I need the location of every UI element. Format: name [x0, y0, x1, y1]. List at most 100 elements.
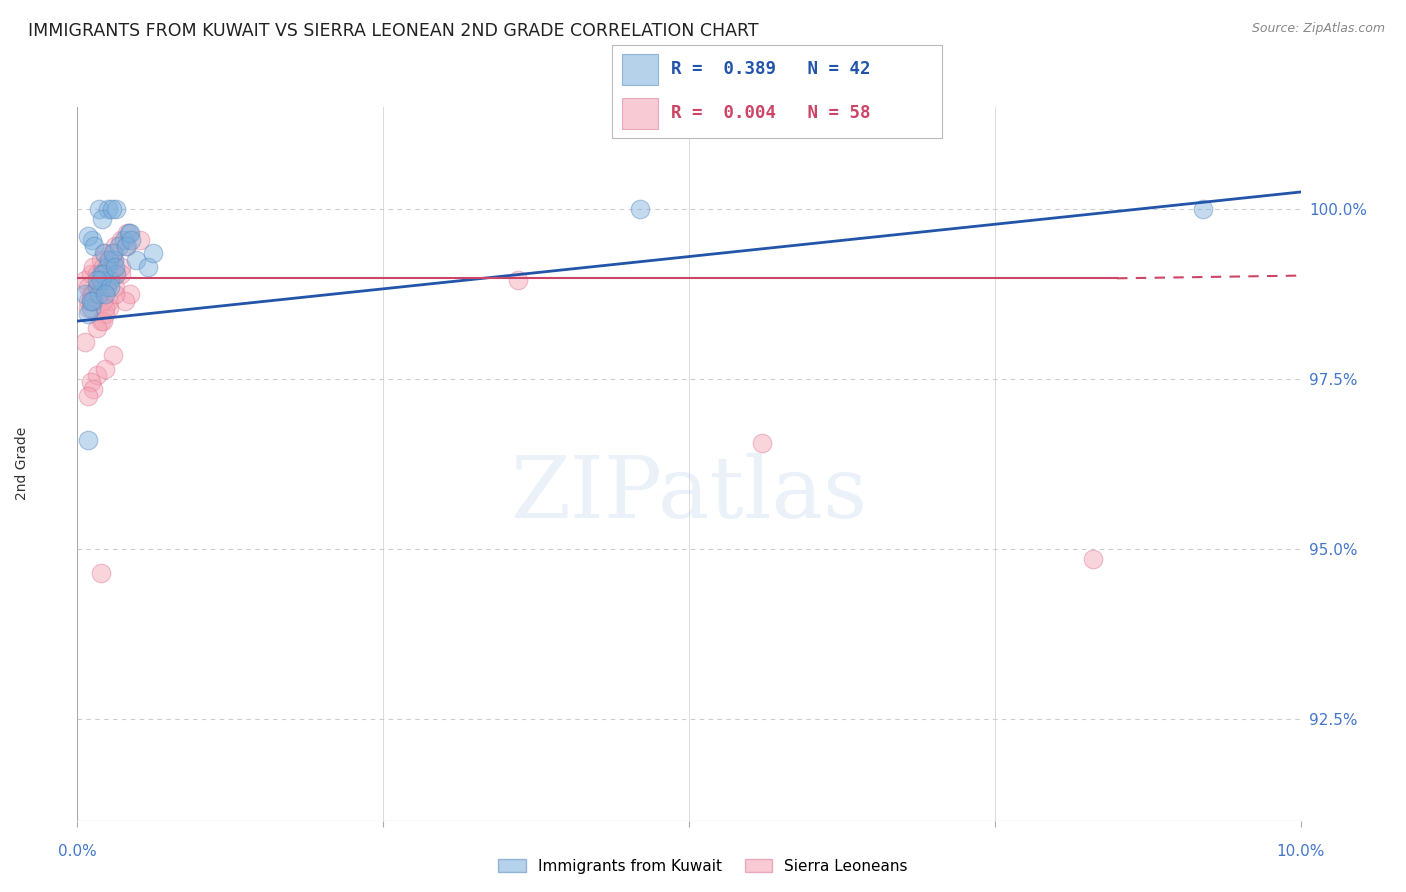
- Point: [77, 301, 100, 315]
- Legend: Immigrants from Kuwait, Sierra Leoneans: Immigrants from Kuwait, Sierra Leoneans: [492, 853, 914, 880]
- Point: [93, 246, 115, 260]
- Point: [91, 260, 114, 274]
- Point: [120, 233, 142, 247]
- Point: [98, 273, 121, 287]
- Point: [101, 246, 124, 260]
- Point: [104, 267, 127, 281]
- Point: [89, 202, 111, 216]
- Point: [125, 252, 148, 267]
- Point: [101, 260, 124, 274]
- Text: 0.0%: 0.0%: [58, 845, 97, 859]
- Point: [118, 226, 141, 240]
- Point: [94, 280, 117, 294]
- Point: [91, 314, 114, 328]
- Text: 2nd Grade: 2nd Grade: [15, 427, 30, 500]
- Point: [91, 267, 114, 281]
- Text: R =  0.389   N = 42: R = 0.389 N = 42: [671, 61, 870, 78]
- Point: [103, 252, 125, 267]
- Point: [104, 280, 127, 294]
- Point: [77, 293, 100, 308]
- Point: [96, 280, 118, 294]
- Point: [80, 233, 103, 247]
- Point: [96, 260, 118, 274]
- Point: [136, 260, 159, 274]
- Point: [77, 389, 100, 403]
- Point: [83, 239, 105, 253]
- Point: [128, 233, 150, 247]
- Point: [91, 280, 114, 294]
- Point: [80, 293, 103, 308]
- Point: [90, 273, 112, 287]
- Point: [97, 202, 120, 216]
- Point: [82, 287, 104, 301]
- Point: [112, 233, 135, 247]
- Text: 10.0%: 10.0%: [1277, 845, 1324, 859]
- Text: R =  0.004   N = 58: R = 0.004 N = 58: [671, 104, 870, 122]
- Point: [98, 252, 121, 267]
- Point: [142, 246, 165, 260]
- Point: [82, 293, 104, 308]
- Point: [94, 301, 117, 315]
- Text: IMMIGRANTS FROM KUWAIT VS SIERRA LEONEAN 2ND GRADE CORRELATION CHART: IMMIGRANTS FROM KUWAIT VS SIERRA LEONEAN…: [28, 22, 759, 40]
- Point: [90, 267, 112, 281]
- Point: [77, 229, 100, 244]
- Point: [82, 382, 104, 396]
- Point: [105, 202, 128, 216]
- Point: [82, 287, 104, 301]
- Point: [77, 307, 100, 321]
- Point: [91, 293, 114, 308]
- Point: [86, 267, 108, 281]
- Point: [98, 293, 121, 308]
- Point: [91, 267, 114, 281]
- Point: [94, 246, 117, 260]
- Point: [104, 287, 127, 301]
- Point: [94, 287, 117, 301]
- Point: [86, 280, 108, 294]
- Point: [118, 226, 141, 240]
- Point: [117, 226, 139, 240]
- Point: [628, 202, 651, 216]
- Point: [118, 287, 141, 301]
- Point: [105, 267, 128, 281]
- Point: [90, 212, 112, 227]
- Point: [90, 314, 112, 328]
- Point: [80, 376, 103, 390]
- Point: [94, 307, 117, 321]
- Point: [94, 267, 117, 281]
- Bar: [621, 54, 658, 85]
- Point: [86, 273, 108, 287]
- Point: [73, 334, 96, 349]
- Point: [90, 566, 112, 580]
- Point: [100, 202, 122, 216]
- Point: [86, 280, 108, 294]
- Point: [80, 267, 103, 281]
- Point: [1191, 202, 1213, 216]
- Point: [73, 273, 96, 287]
- Point: [80, 287, 103, 301]
- Point: [101, 348, 124, 362]
- Point: [82, 260, 104, 274]
- Point: [90, 252, 112, 267]
- Point: [1081, 552, 1104, 566]
- Point: [80, 293, 103, 308]
- Point: [104, 239, 127, 253]
- Point: [110, 267, 132, 281]
- Point: [110, 260, 132, 274]
- Point: [104, 260, 127, 274]
- Point: [73, 287, 96, 301]
- Point: [98, 273, 121, 287]
- Point: [94, 361, 117, 376]
- Point: [101, 246, 124, 260]
- Point: [101, 252, 124, 267]
- Point: [108, 239, 131, 253]
- Bar: [621, 98, 658, 129]
- Point: [86, 368, 108, 383]
- Point: [86, 287, 108, 301]
- Point: [90, 273, 112, 287]
- Point: [117, 239, 139, 253]
- Text: Source: ZipAtlas.com: Source: ZipAtlas.com: [1251, 22, 1385, 36]
- Text: ZIPatlas: ZIPatlas: [510, 453, 868, 536]
- Point: [77, 433, 100, 447]
- Point: [90, 273, 112, 287]
- Point: [98, 301, 121, 315]
